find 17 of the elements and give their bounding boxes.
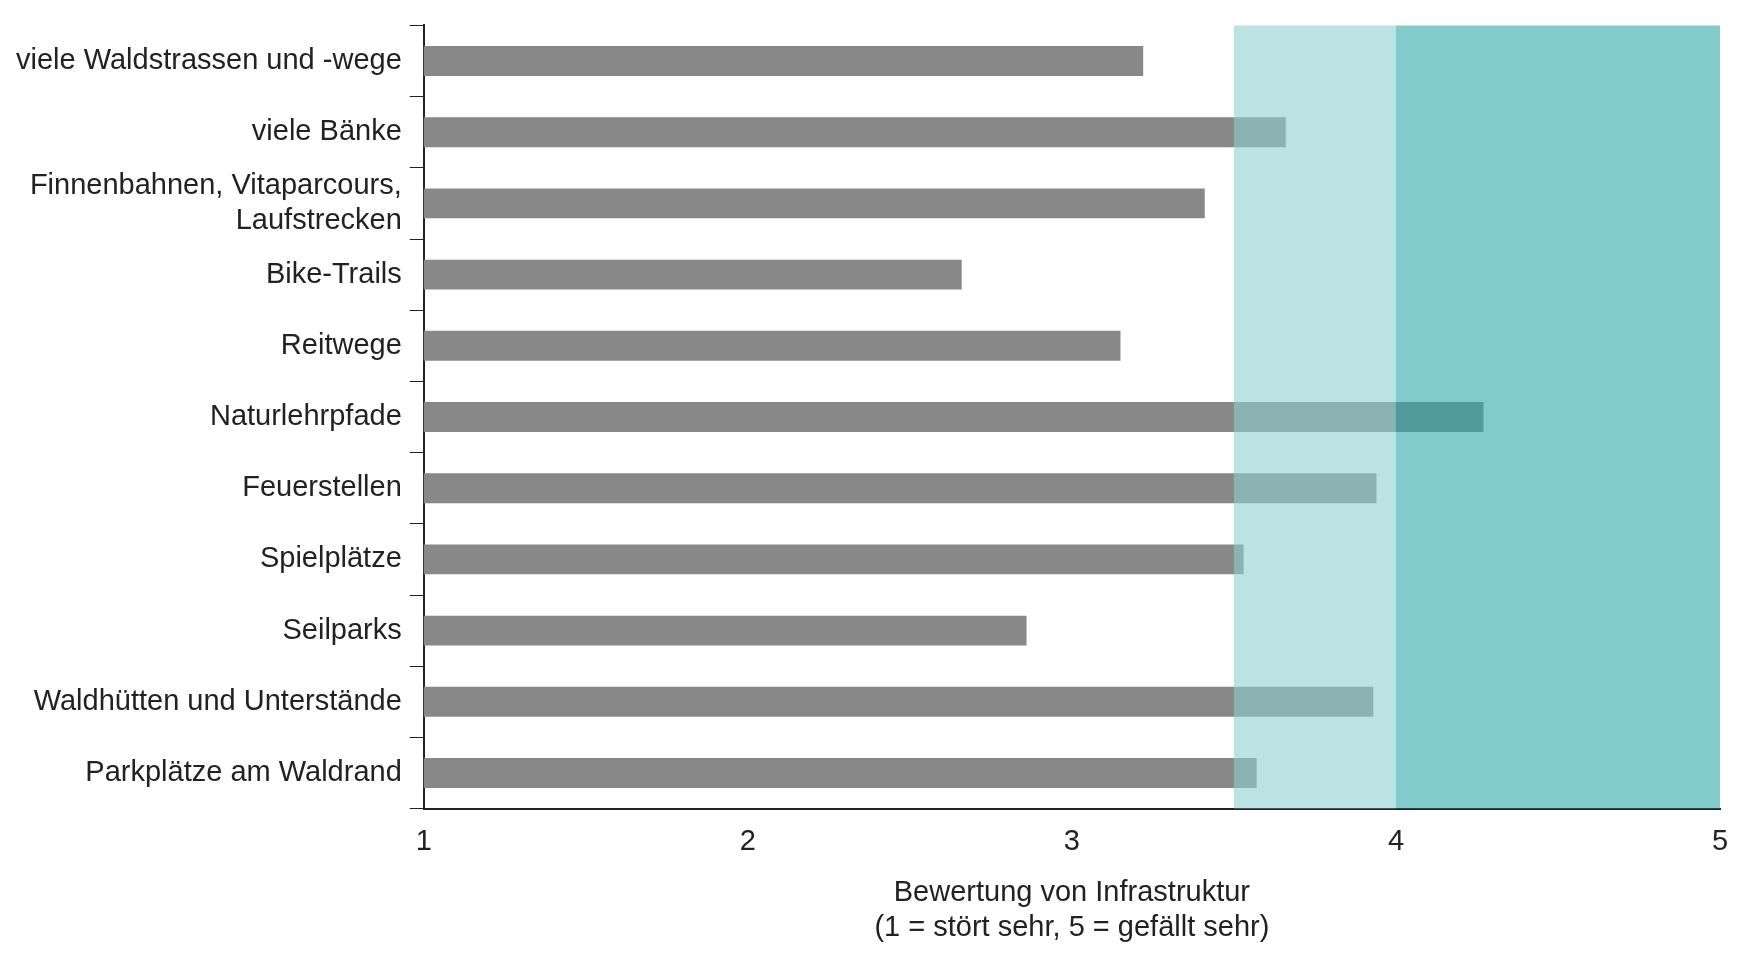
- x-tick-label: 1: [415, 824, 432, 856]
- y-tick-label: Bike-Trails: [265, 256, 402, 289]
- y-tick-label: viele Bänke: [251, 114, 402, 147]
- y-tick-label: Seilparks: [282, 612, 402, 645]
- y-tick-label: Waldhütten und Unterstände: [33, 683, 402, 716]
- y-tick-label: Feuerstellen: [242, 470, 402, 503]
- y-tick-label: Spielplätze: [259, 541, 402, 574]
- x-tick-label: 5: [1711, 824, 1729, 856]
- x-tick-label: 3: [1063, 824, 1080, 856]
- y-tick-label: Parkplätze am Waldrand: [85, 755, 402, 787]
- y-tick-label: Finnenbahnen, Vitaparcours, Laufstrecken: [29, 168, 402, 235]
- y-tick-label: viele Waldstrassen und -wege: [16, 43, 402, 75]
- x-tick-label: 2: [739, 824, 756, 856]
- y-tick-label: Reitwege: [280, 327, 402, 360]
- y-tick-label: Naturlehrpfade: [209, 399, 402, 431]
- x-axis-title: Bewertung von Infrastruktur (1 = stört sehr, 5 = gefällt sehr): [874, 874, 1270, 942]
- x-tick-label: 4: [1387, 824, 1405, 856]
